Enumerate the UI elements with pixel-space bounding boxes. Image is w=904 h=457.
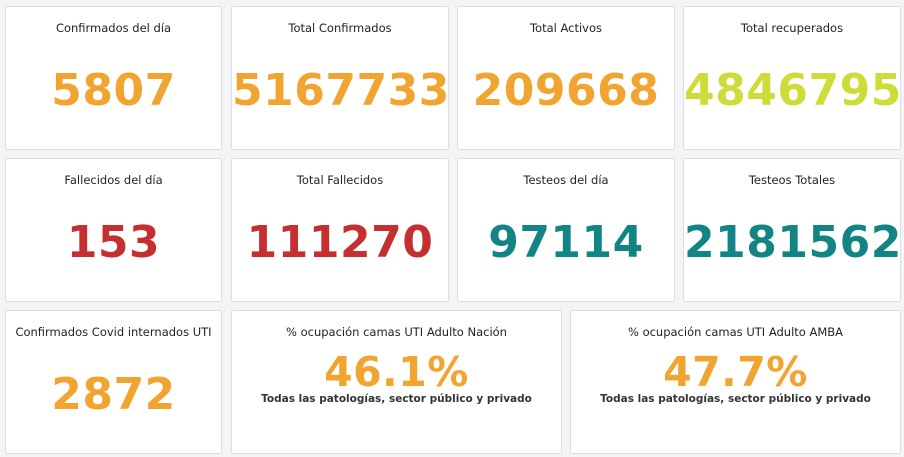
card-value: 5167733: [232, 65, 450, 116]
card-confirmados-del-dia: Confirmados del día 5807: [5, 6, 222, 150]
card-title: Fallecidos del día: [64, 173, 163, 187]
card-total-recuperados: Total recuperados 4846795: [683, 6, 901, 150]
card-subtitle: Todas las patologías, sector público y p…: [261, 393, 532, 405]
card-value: 209668: [472, 65, 660, 116]
card-total-activos: Total Activos 209668: [457, 6, 675, 150]
card-total-confirmados: Total Confirmados 5167733: [231, 6, 449, 150]
card-title: % ocupación camas UTI Adulto Nación: [286, 325, 507, 339]
card-value: 5807: [51, 65, 176, 116]
card-value: 153: [66, 217, 161, 268]
card-value: 111270: [246, 217, 434, 268]
card-title: Confirmados Covid internados UTI: [15, 325, 212, 339]
card-title: Confirmados del día: [55, 21, 172, 35]
card-title: Total Activos: [529, 21, 603, 35]
card-title: Testeos Totales: [748, 173, 836, 187]
card-value: 21815621: [684, 217, 904, 268]
card-title: Total recuperados: [740, 21, 844, 35]
card-subtitle: Todas las patologías, sector público y p…: [600, 393, 871, 405]
card-fallecidos-del-dia: Fallecidos del día 153: [5, 158, 222, 302]
card-title: Testeos del día: [523, 173, 609, 187]
card-value: 97114: [488, 217, 644, 268]
card-title: Total Confirmados: [288, 21, 392, 35]
card-title: % ocupación camas UTI Adulto AMBA: [627, 325, 844, 339]
card-ocupacion-uti-nacion: % ocupación camas UTI Adulto Nación 46.1…: [231, 310, 562, 454]
card-value: 47.7%: [663, 348, 808, 396]
card-testeos-del-dia: Testeos del día 97114: [457, 158, 675, 302]
card-value: 46.1%: [324, 348, 469, 396]
card-value: 2872: [51, 369, 176, 420]
card-internados-uti: Confirmados Covid internados UTI 2872: [5, 310, 222, 454]
card-title: Total Fallecidos: [296, 173, 384, 187]
card-ocupacion-uti-amba: % ocupación camas UTI Adulto AMBA 47.7% …: [570, 310, 901, 454]
card-total-fallecidos: Total Fallecidos 111270: [231, 158, 449, 302]
card-testeos-totales: Testeos Totales 21815621: [683, 158, 904, 302]
card-value: 4846795: [684, 65, 902, 116]
